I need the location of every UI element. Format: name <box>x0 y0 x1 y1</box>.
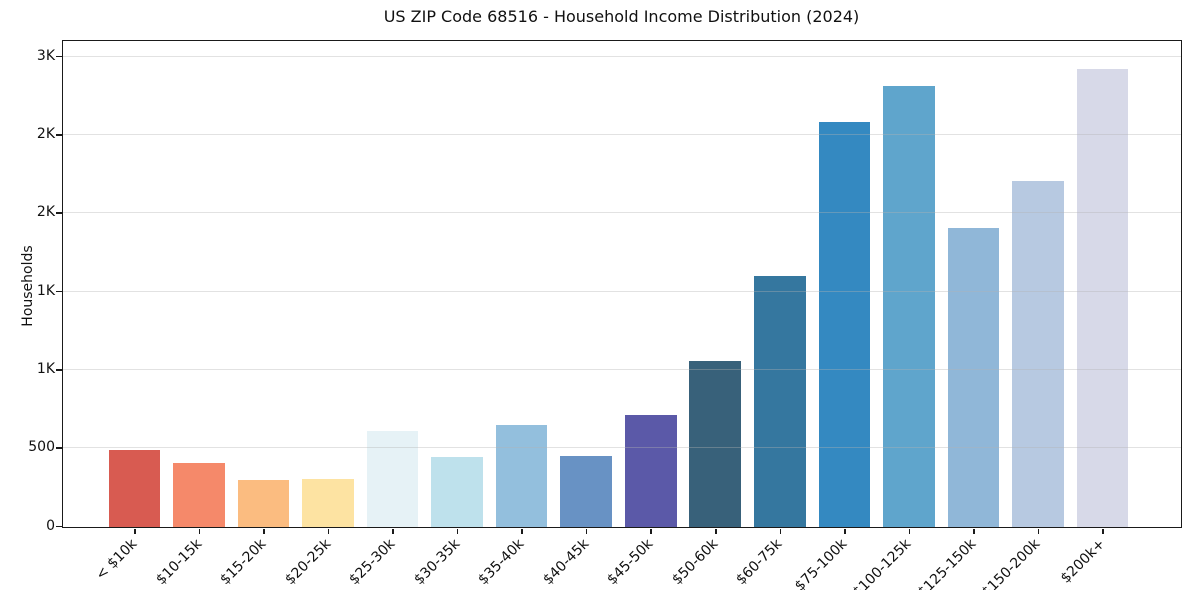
x-tick <box>1102 528 1104 534</box>
bar-14 <box>947 227 1000 527</box>
x-tick <box>456 528 459 534</box>
bar-11 <box>754 275 806 527</box>
x-tick <box>327 528 330 534</box>
y-tick <box>56 134 62 136</box>
x-tick <box>585 528 588 534</box>
y-tick-label: 500 <box>28 439 55 456</box>
bar-2 <box>173 462 225 527</box>
bar-16 <box>1076 68 1129 527</box>
y-tick <box>56 369 62 371</box>
y-tick <box>56 290 62 293</box>
x-tick <box>844 528 846 534</box>
y-tick-label: 2K <box>36 204 55 221</box>
y-tick <box>56 525 62 528</box>
y-tick <box>56 55 62 58</box>
bar-3 <box>237 480 290 527</box>
y-tick <box>56 212 62 214</box>
bar-9 <box>624 415 677 527</box>
bar-12 <box>818 122 871 527</box>
y-tick-label: 0 <box>46 517 55 534</box>
bar-6 <box>431 456 483 527</box>
x-tick <box>650 528 652 534</box>
bar-8 <box>560 455 612 527</box>
x-tick <box>973 528 975 534</box>
x-tick <box>134 528 136 534</box>
chart-title: US ZIP Code 68516 - Household Income Dis… <box>383 7 860 26</box>
bar-13 <box>883 86 935 527</box>
x-tick <box>392 528 394 534</box>
bar-15 <box>1012 180 1064 527</box>
y-tick-label: 1K <box>36 360 55 377</box>
y-tick-label: 2K <box>36 125 55 142</box>
bar-10 <box>689 360 742 527</box>
x-tick <box>263 528 265 534</box>
gridline <box>63 55 1181 57</box>
gridline <box>63 290 1181 292</box>
gridline <box>63 447 1181 449</box>
x-tick <box>198 528 201 534</box>
bar-7 <box>495 425 548 527</box>
y-tick-label: 1K <box>36 282 55 299</box>
x-tick <box>715 528 717 534</box>
plot-area <box>62 40 1182 528</box>
y-tick-label: 3K <box>36 47 55 64</box>
gridline <box>63 212 1181 214</box>
x-tick <box>908 528 911 534</box>
gridline <box>63 133 1181 135</box>
x-tick <box>1037 528 1040 534</box>
x-tick <box>779 528 782 534</box>
bar-5 <box>366 430 419 527</box>
x-tick <box>521 528 523 534</box>
bar-1 <box>108 450 161 527</box>
gridline <box>63 368 1181 370</box>
x-tick-label: < $10k <box>92 536 141 584</box>
y-tick <box>56 447 62 449</box>
bar-4 <box>302 479 354 527</box>
